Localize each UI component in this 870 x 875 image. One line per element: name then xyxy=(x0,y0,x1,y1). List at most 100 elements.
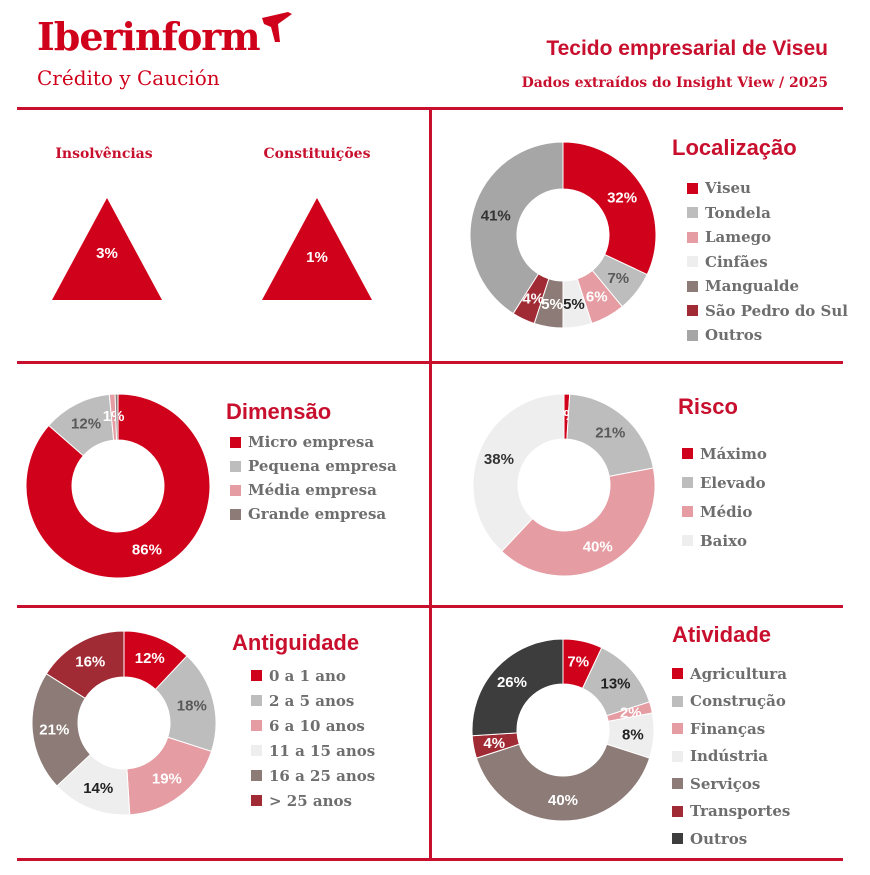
legend-label: Construção xyxy=(690,692,786,711)
legend-label: Agricultura xyxy=(690,664,787,683)
legend-item-atividade-2: Finanças xyxy=(672,715,790,743)
legend-item-atividade-0: Agricultura xyxy=(672,660,790,688)
kpi-insolvencias-triangle: 3% xyxy=(52,198,162,300)
slice-label-antiguidade-5: 16% xyxy=(75,654,105,671)
title-atividade: Atividade xyxy=(672,622,772,647)
legend-swatch xyxy=(687,231,698,243)
legend-label: 6 a 10 anos xyxy=(269,716,365,735)
slice-atividade-6 xyxy=(471,638,564,737)
donut-antiguidade: 12% 18% 19% 14% 21% 16% xyxy=(31,630,217,816)
legend-item-risco-2: Médio xyxy=(682,497,767,526)
legend-label: Serviços xyxy=(690,774,761,793)
legend-risco: Máximo Elevado Médio Baixo xyxy=(682,439,767,555)
legend-label: Outros xyxy=(705,326,763,345)
legend-swatch xyxy=(251,670,262,681)
legend-label: Mangualde xyxy=(705,277,800,296)
legend-item-risco-1: Elevado xyxy=(682,468,767,497)
legend-dimensao: Micro empresa Pequena empresa Média empres… xyxy=(230,430,397,526)
legend-item-antiguidade-2: 6 a 10 anos xyxy=(251,713,375,738)
slice-label-antiguidade-1: 18% xyxy=(177,698,207,715)
legend-swatch xyxy=(687,256,698,268)
legend-swatch xyxy=(672,723,683,735)
legend-item-antiguidade-1: 2 a 5 anos xyxy=(251,688,375,713)
logo-name: Iberinform xyxy=(37,14,261,59)
kpi-constituicoes-value: 1% xyxy=(306,249,328,266)
donut-localizacao: 32%7%6%5%5%4%41% xyxy=(470,142,656,328)
legend-item-atividade-3: Indústria xyxy=(672,743,790,771)
legend-item-atividade-5: Transportes xyxy=(672,798,790,826)
slice-label-dimensao-0: 86% xyxy=(132,542,162,559)
legend-item-localizacao-5: São Pedro do Sul xyxy=(687,299,848,324)
legend-swatch xyxy=(251,745,262,756)
legend-item-localizacao-1: Tondela xyxy=(687,201,848,226)
legend-label: Lamego xyxy=(705,228,772,247)
legend-swatch xyxy=(672,668,683,680)
slice-dimensao-3 xyxy=(114,393,119,441)
legend-item-dimensao-2: Média empresa xyxy=(230,478,397,502)
legend-swatch xyxy=(672,805,683,817)
title-antiguidade: Antiguidade xyxy=(232,630,360,655)
slice-label-antiguidade-3: 14% xyxy=(83,780,113,797)
title-dimensao: Dimensão xyxy=(226,399,332,424)
slice-label-antiguidade-0: 12% xyxy=(135,650,165,667)
legend-label: Transportes xyxy=(690,802,791,821)
legend-swatch xyxy=(251,795,262,806)
kpi-insolvencias-label: Insolvências xyxy=(55,146,153,162)
legend-label: Viseu xyxy=(705,179,751,198)
legend-label: Finanças xyxy=(690,719,766,738)
legend-item-localizacao-3: Cinfães xyxy=(687,250,848,275)
legend-label: > 25 anos xyxy=(269,791,352,810)
title-localizacao: Localização xyxy=(672,135,797,160)
legend-swatch xyxy=(672,833,683,845)
slice-label-localizacao-3: 5% xyxy=(563,296,585,313)
legend-label: Cinfães xyxy=(705,252,768,271)
legend-swatch xyxy=(230,484,241,496)
legend-label: Micro empresa xyxy=(248,433,375,451)
legend-label: Elevado xyxy=(700,473,766,492)
legend-label: Máximo xyxy=(700,444,767,463)
slice-label-atividade-0: 7% xyxy=(567,654,589,671)
slice-risco-3 xyxy=(472,393,565,553)
slice-label-atividade-3: 8% xyxy=(622,726,644,743)
legend-item-risco-0: Máximo xyxy=(682,439,767,468)
legend-item-antiguidade-3: 11 a 15 anos xyxy=(251,738,375,763)
slice-antiguidade-4 xyxy=(31,673,92,787)
legend-item-localizacao-6: Outros xyxy=(687,323,848,348)
slice-label-dimensao-2: 1% xyxy=(103,408,125,425)
donut-dimensao: 86% 12% 1% xyxy=(25,393,211,579)
kpi-insolvencias-value: 3% xyxy=(96,245,118,262)
legend-label: Pequena empresa xyxy=(248,457,397,475)
slice-label-antiguidade-2: 19% xyxy=(152,770,182,787)
legend-label: 11 a 15 anos xyxy=(269,741,376,760)
legend-item-localizacao-4: Mangualde xyxy=(687,274,848,299)
slice-label-localizacao-5: 4% xyxy=(522,290,544,307)
slice-label-atividade-6: 26% xyxy=(497,674,527,691)
logo-subtitle: Crédito y Caución xyxy=(37,66,220,90)
kpi-constituicoes-label: Constituições xyxy=(263,146,371,162)
slice-risco-1 xyxy=(566,393,654,477)
legend-swatch xyxy=(672,778,683,790)
legend-swatch xyxy=(251,695,262,706)
divider-vertical xyxy=(429,107,432,861)
slice-localizacao-6 xyxy=(470,142,564,315)
legend-swatch xyxy=(251,770,262,781)
legend-swatch xyxy=(687,305,698,317)
slice-label-antiguidade-4: 21% xyxy=(39,722,69,739)
legend-localizacao: Viseu Tondela Lamego Cinfães Mangualde São Pe… xyxy=(687,176,848,348)
legend-item-antiguidade-5: > 25 anos xyxy=(251,788,375,813)
legend-swatch xyxy=(687,280,698,292)
legend-swatch xyxy=(682,448,693,459)
slice-atividade-4 xyxy=(475,743,651,822)
legend-label: Indústria xyxy=(690,747,769,766)
legend-swatch xyxy=(230,508,241,520)
legend-swatch xyxy=(251,720,262,731)
slice-risco-2 xyxy=(500,467,656,577)
legend-label: 2 a 5 anos xyxy=(269,691,355,710)
legend-antiguidade: 0 a 1 ano 2 a 5 anos 6 a 10 anos 11 a 15 an… xyxy=(251,663,375,813)
slice-label-localizacao-6: 41% xyxy=(481,207,511,224)
legend-item-localizacao-0: Viseu xyxy=(687,176,848,201)
legend-swatch xyxy=(687,329,698,341)
legend-label: Médio xyxy=(700,502,753,521)
legend-swatch xyxy=(672,695,683,707)
legend-swatch xyxy=(687,182,698,194)
